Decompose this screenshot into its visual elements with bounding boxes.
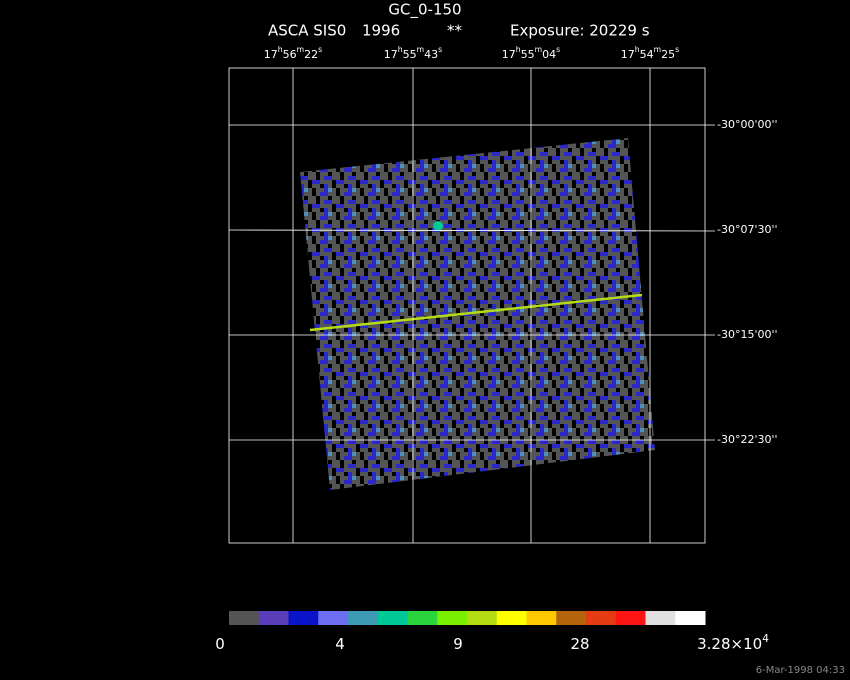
superscript: s [675,45,679,54]
label-part: 22 [304,48,318,61]
subtitle-part: Exposure: 20229 s [510,22,650,40]
superscript: h [635,45,640,54]
label-part: 9 [453,635,463,653]
title: GC_0-150 [388,1,461,20]
label: 28 [570,635,589,653]
colorbar-segment [377,611,408,625]
colorbar-segment [318,611,349,625]
grid [228,68,716,543]
sky-image [300,138,655,490]
colorbar-segment [615,611,646,625]
subtitle-part: ASCA SIS0 [268,22,346,40]
superscript: h [516,45,521,54]
label-part: 25 [661,48,675,61]
label: 17h55m43s [384,45,442,61]
superscript: 4 [762,633,769,645]
superscript: m [297,45,305,54]
label-part: 55 [403,48,417,61]
superscript: m [654,45,662,54]
superscript: h [278,45,283,54]
label-part: 3.28×10 [697,635,762,653]
colorbar-segment [586,611,617,625]
label-part: 17 [621,48,635,61]
colorbar-segment [407,611,438,625]
colorbar-segment [496,611,527,625]
label-part: 54 [640,48,654,61]
colorbar-segment [258,611,289,625]
colorbar-segment [556,611,587,625]
label: 17h56m22s [264,45,322,61]
source [433,221,443,231]
timestamp: 6-Mar-1998 04:33 [756,665,845,676]
subtitle-part: 1996 [362,22,400,40]
label: 3.28×104 [697,633,769,653]
subtitle-part: ** [447,22,463,40]
colorbar-segment [437,611,468,625]
label-part: 04 [542,48,556,61]
colorbar-segment [675,611,706,625]
label: 9 [453,635,463,653]
label: 17h54m25s [621,45,679,61]
dec-label: -30°07'30'' [717,223,778,236]
label-part: 28 [570,635,589,653]
colorbar-segment [288,611,319,625]
colorbar-segment [645,611,676,625]
colorbar-segment [229,611,260,625]
superscript: h [398,45,403,54]
label-part: 56 [283,48,297,61]
label-part: 4 [335,635,345,653]
colorbar-segment [526,611,557,625]
label-part: 17 [502,48,516,61]
colorbar-segment [348,611,379,625]
label: 0 [215,635,225,653]
superscript: m [535,45,543,54]
label-part: 17 [264,48,278,61]
dec-label: -30°22'30'' [717,433,778,446]
colorbar-segment [467,611,498,625]
label-part: 43 [424,48,438,61]
label-part: 0 [215,635,225,653]
label-part: 17 [384,48,398,61]
superscript: s [438,45,442,54]
superscript: s [556,45,560,54]
dec-label: -30°00'00'' [717,118,778,131]
label-part: 55 [521,48,535,61]
frame [228,67,706,544]
streak [309,293,643,332]
label: 4 [335,635,345,653]
superscript: s [318,45,322,54]
dec-label: -30°15'00'' [717,328,778,341]
superscript: m [417,45,425,54]
label: 17h55m04s [502,45,560,61]
